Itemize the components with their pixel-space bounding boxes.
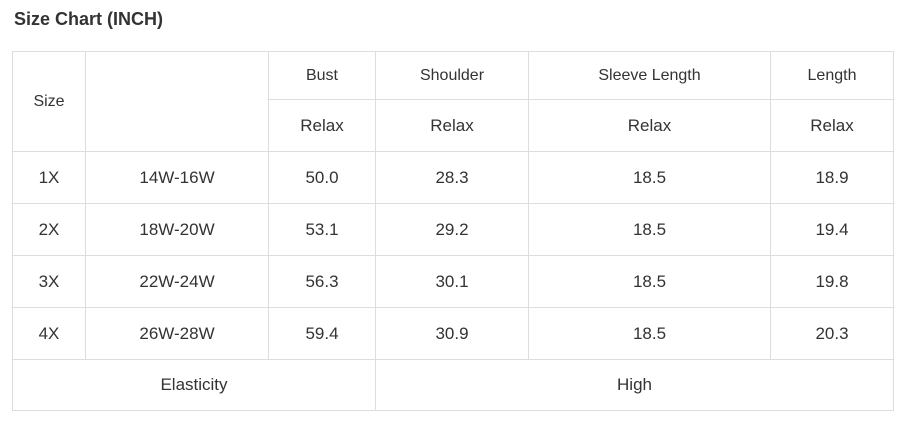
fit-type-shoulder: Relax — [375, 99, 529, 152]
us-size-value: 14W-16W — [85, 151, 269, 204]
length-value: 19.4 — [770, 203, 894, 256]
shoulder-value: 30.1 — [375, 255, 529, 308]
size-chart-table: Size US Size Bust Shoulder Sleeve Length… — [12, 51, 894, 411]
bust-value: 56.3 — [268, 255, 376, 308]
size-value: 1X — [12, 151, 86, 204]
size-value: 2X — [12, 203, 86, 256]
table-row-4x: 4X 26W-28W 59.4 30.9 18.5 20.3 — [12, 307, 894, 360]
header-row-measures: Size US Size Bust Shoulder Sleeve Length… — [12, 51, 894, 152]
table-row-3x: 3X 22W-24W 56.3 30.1 18.5 19.8 — [12, 255, 894, 308]
column-header-bust: Bust — [268, 51, 376, 100]
shoulder-value: 29.2 — [375, 203, 529, 256]
us-size-value: 18W-20W — [85, 203, 269, 256]
length-value: 19.8 — [770, 255, 894, 308]
bust-value: 59.4 — [268, 307, 376, 360]
bust-value: 50.0 — [268, 151, 376, 204]
table-row-2x: 2X 18W-20W 53.1 29.2 18.5 19.4 — [12, 203, 894, 256]
table-row-1x: 1X 14W-16W 50.0 28.3 18.5 18.9 — [12, 151, 894, 204]
sleeve-length-value: 18.5 — [528, 307, 771, 360]
elasticity-value: High — [375, 359, 894, 411]
us-size-value: 22W-24W — [85, 255, 269, 308]
page-title: Size Chart (INCH) — [14, 9, 164, 29]
shoulder-value: 28.3 — [375, 151, 529, 204]
length-value: 18.9 — [770, 151, 894, 204]
bust-value: 53.1 — [268, 203, 376, 256]
sleeve-length-value: 18.5 — [528, 151, 771, 204]
fit-type-bust: Relax — [268, 99, 376, 152]
shoulder-value: 30.9 — [375, 307, 529, 360]
fit-type-sleeve-length: Relax — [528, 99, 771, 152]
column-header-length: Length — [770, 51, 894, 100]
fit-type-length: Relax — [770, 99, 894, 152]
sleeve-length-value: 18.5 — [528, 255, 771, 308]
length-value: 20.3 — [770, 307, 894, 360]
size-value: 4X — [12, 307, 86, 360]
column-header-us-size: US Size — [85, 51, 269, 152]
column-header-size: Size — [12, 51, 86, 152]
elasticity-label: Elasticity — [12, 359, 376, 411]
column-header-shoulder: Shoulder — [375, 51, 529, 100]
sleeve-length-value: 18.5 — [528, 203, 771, 256]
column-header-sleeve-length: Sleeve Length — [528, 51, 771, 100]
size-value: 3X — [12, 255, 86, 308]
us-size-value: 26W-28W — [85, 307, 269, 360]
elasticity-row: Elasticity High — [12, 359, 894, 411]
header-row-fit: Relax Relax Relax Relax — [13, 99, 894, 152]
